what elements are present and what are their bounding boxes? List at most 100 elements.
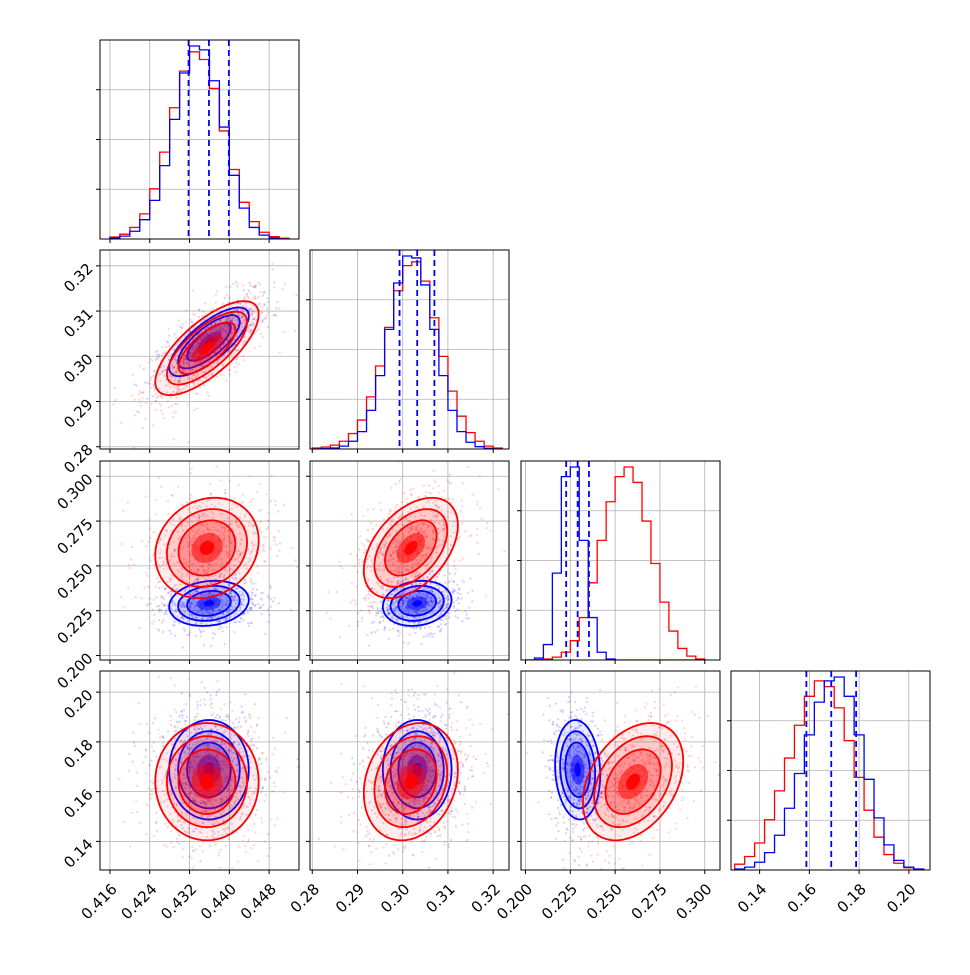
sample-point xyxy=(191,846,193,848)
sample-point xyxy=(192,290,194,292)
sample-point xyxy=(260,613,262,615)
sample-point xyxy=(129,845,131,847)
sample-point xyxy=(175,337,177,339)
sample-point xyxy=(234,631,236,633)
sample-point xyxy=(224,716,226,718)
sample-point xyxy=(265,317,267,319)
sample-point xyxy=(476,528,478,530)
sample-point xyxy=(147,787,149,789)
sample-point xyxy=(151,746,153,748)
sample-point xyxy=(290,609,292,611)
sample-point xyxy=(370,594,372,596)
sample-point xyxy=(365,594,367,596)
sample-point xyxy=(161,354,163,356)
sample-point xyxy=(249,717,251,719)
sample-point xyxy=(155,351,157,353)
sample-point xyxy=(175,711,177,713)
sample-point xyxy=(254,286,256,288)
sample-point xyxy=(357,612,359,614)
sample-point xyxy=(251,749,253,751)
sample-point xyxy=(155,586,157,588)
sample-point xyxy=(156,830,158,832)
sample-point xyxy=(267,621,269,623)
sample-point xyxy=(453,601,455,603)
sample-point xyxy=(270,606,272,608)
sample-point xyxy=(188,678,190,680)
sample-point xyxy=(138,393,140,395)
sample-point xyxy=(151,780,153,782)
sample-point xyxy=(476,501,478,503)
sample-point xyxy=(395,483,397,485)
sample-point xyxy=(153,620,155,622)
sample-point xyxy=(172,416,174,418)
sample-point xyxy=(204,302,206,304)
sample-point xyxy=(286,717,288,719)
sample-point xyxy=(170,633,172,635)
sample-point xyxy=(358,562,360,564)
sample-point xyxy=(396,504,398,506)
sample-point xyxy=(249,285,251,287)
sample-point xyxy=(203,698,205,700)
sample-point xyxy=(147,603,149,605)
sample-point xyxy=(284,282,286,284)
sample-point xyxy=(239,717,241,719)
sample-point xyxy=(368,610,370,612)
sample-point xyxy=(251,603,253,605)
sample-point xyxy=(253,844,255,846)
sample-point xyxy=(192,850,194,852)
sample-point xyxy=(210,493,212,495)
sample-point xyxy=(120,422,122,424)
sample-point xyxy=(440,623,442,625)
sample-point xyxy=(220,627,222,629)
sample-point xyxy=(471,600,473,602)
sample-point xyxy=(232,283,234,285)
sample-point xyxy=(263,550,265,552)
sample-point xyxy=(294,560,296,562)
sample-point xyxy=(224,297,226,299)
sample-point xyxy=(210,645,212,647)
panel-2-0 xyxy=(96,461,304,664)
sample-point xyxy=(250,581,252,583)
sample-point xyxy=(371,622,373,624)
sample-point xyxy=(268,596,270,598)
sample-point xyxy=(226,294,228,296)
sample-point xyxy=(162,352,164,354)
sample-point xyxy=(222,630,224,632)
sample-point xyxy=(357,625,359,627)
sample-point xyxy=(148,586,150,588)
sample-point xyxy=(141,540,143,542)
sample-point xyxy=(178,319,180,321)
sample-point xyxy=(257,565,259,567)
sample-point xyxy=(177,727,179,729)
sample-point xyxy=(182,856,184,858)
sample-point xyxy=(273,540,275,542)
sample-point xyxy=(128,753,130,755)
sample-point xyxy=(425,491,427,493)
sample-point xyxy=(240,618,242,620)
sample-point xyxy=(467,592,469,594)
sample-point xyxy=(263,536,265,538)
sample-point xyxy=(193,409,195,411)
sample-point xyxy=(185,309,187,311)
sample-point xyxy=(140,405,142,407)
red-histogram xyxy=(312,262,502,449)
sample-point xyxy=(172,846,174,848)
sample-point xyxy=(266,528,268,530)
sample-point xyxy=(174,725,176,727)
sample-point xyxy=(165,346,167,348)
sample-point xyxy=(158,611,160,613)
sample-point xyxy=(468,617,470,619)
sample-point xyxy=(378,502,380,504)
sample-point xyxy=(200,699,202,701)
sample-point xyxy=(153,389,155,391)
sample-point xyxy=(455,599,457,601)
sample-point xyxy=(282,791,284,793)
sample-point xyxy=(212,632,214,634)
red-histogram xyxy=(110,52,289,239)
sample-point xyxy=(178,622,180,624)
sample-point xyxy=(448,498,450,500)
sample-point xyxy=(454,568,456,570)
sample-point xyxy=(449,573,451,575)
sample-point xyxy=(151,403,153,405)
sample-point xyxy=(253,823,255,825)
